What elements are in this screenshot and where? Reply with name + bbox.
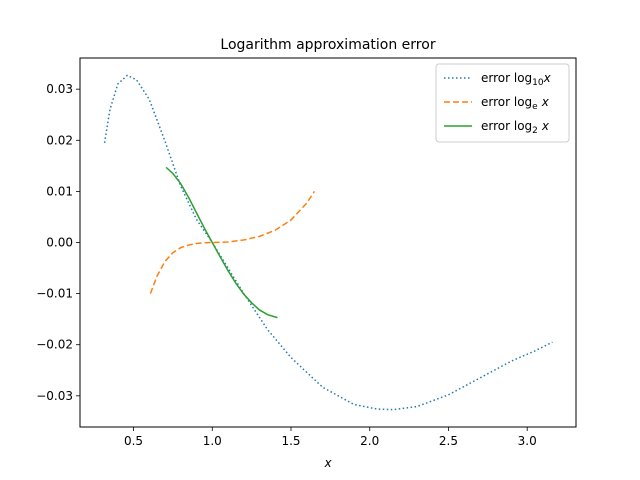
x-tick-label: 2.0 xyxy=(360,434,379,448)
x-tick-label: 1.5 xyxy=(281,434,300,448)
series-layer xyxy=(103,74,553,411)
legend-box xyxy=(435,63,570,143)
y-tick-label: −0.03 xyxy=(36,389,73,403)
legend-label-2: error loge x xyxy=(481,95,550,112)
x-tick-label: 2.5 xyxy=(439,434,458,448)
y-tick-label: 0.00 xyxy=(46,236,73,250)
series-line-1 xyxy=(103,74,553,411)
legend: error log10x error loge x error log2 x xyxy=(435,63,570,143)
x-axis-ticks: 0.5 1.0 1.5 2.0 2.5 3.0 xyxy=(124,427,537,448)
x-tick-label: 3.0 xyxy=(518,434,537,448)
y-tick-label: −0.01 xyxy=(36,287,73,301)
x-axis-label: x xyxy=(323,456,332,470)
y-tick-label: 0.01 xyxy=(46,184,73,198)
x-tick-label: 1.0 xyxy=(203,434,222,448)
y-tick-label: −0.02 xyxy=(36,338,73,352)
y-axis-ticks: −0.03 −0.02 −0.01 0.00 0.01 0.02 0.03 xyxy=(36,82,80,403)
legend-label-3: error log2 x xyxy=(481,119,550,136)
series-line-3 xyxy=(165,166,278,319)
legend-label-1: error log10x xyxy=(481,71,552,88)
series-line-2 xyxy=(149,190,316,294)
chart-title: Logarithm approximation error xyxy=(220,37,435,53)
x-tick-label: 0.5 xyxy=(124,434,143,448)
y-tick-label: 0.03 xyxy=(46,82,73,96)
y-tick-label: 0.02 xyxy=(46,133,73,147)
